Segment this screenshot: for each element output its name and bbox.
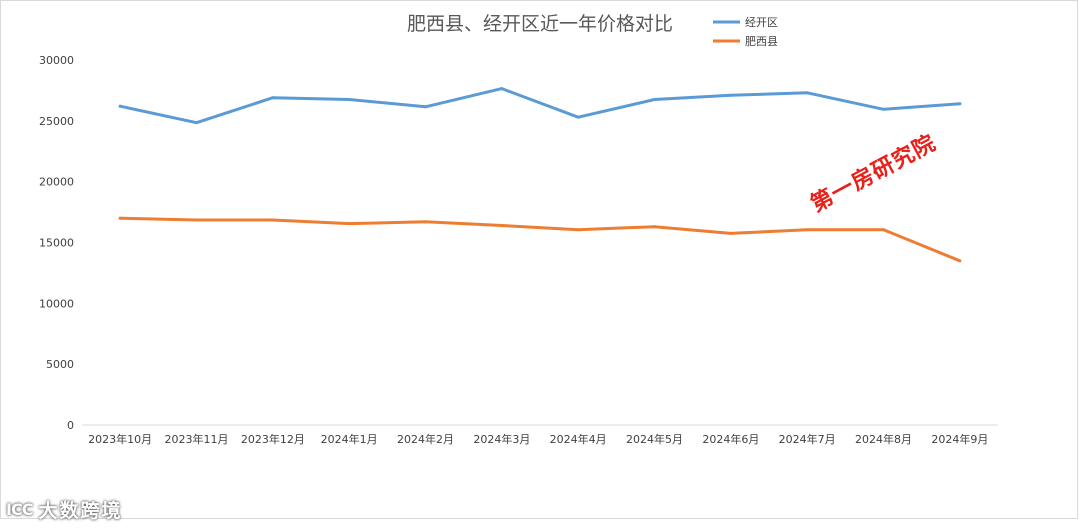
y-tick-label: 30000 <box>39 54 74 67</box>
data-point <box>805 91 809 95</box>
data-point <box>347 222 351 226</box>
data-point <box>576 115 580 119</box>
x-axis: 2023年10月 2023年11月 2023年12月 2024年1月 2024年2月 20… <box>88 432 988 446</box>
x-tick-label: 2024年9月 <box>931 432 988 446</box>
data-point <box>424 220 427 224</box>
x-tick-label: 2023年10月 <box>88 432 152 446</box>
legend-label: 经开区 <box>745 16 778 29</box>
series-line <box>118 216 962 263</box>
x-tick-label: 2023年12月 <box>241 432 305 446</box>
y-tick-label: 10000 <box>39 297 74 310</box>
data-point <box>958 102 962 106</box>
data-point <box>195 218 198 222</box>
brand-logo-icon: ICC <box>6 499 33 519</box>
y-tick-label: 15000 <box>39 237 74 250</box>
data-point <box>347 98 351 102</box>
y-tick-label: 0 <box>67 419 74 432</box>
data-point <box>118 104 122 108</box>
brand-badge: ICC 大数跨境 <box>6 496 122 522</box>
data-point <box>500 87 504 91</box>
data-point <box>424 105 427 109</box>
data-point <box>882 228 885 232</box>
x-tick-label: 2024年8月 <box>855 432 912 446</box>
chart-frame <box>0 0 1078 519</box>
series-lines <box>118 87 962 263</box>
chart-title: 肥西县、经开区近一年价格对比 <box>407 13 673 35</box>
x-tick-label: 2024年2月 <box>397 432 454 446</box>
y-tick-label: 5000 <box>46 358 74 371</box>
data-point <box>500 223 504 227</box>
data-point <box>271 218 275 222</box>
x-tick-label: 2024年7月 <box>779 432 836 446</box>
y-tick-label: 20000 <box>39 176 74 189</box>
x-tick-label: 2024年3月 <box>473 432 530 446</box>
x-tick-label: 2024年6月 <box>702 432 759 446</box>
series-line <box>118 87 962 125</box>
data-point <box>805 228 809 232</box>
x-tick-label: 2024年5月 <box>626 432 683 446</box>
data-point <box>882 107 885 111</box>
data-point <box>576 228 580 232</box>
x-tick-label: 2024年4月 <box>550 432 607 446</box>
data-point <box>271 96 275 100</box>
data-point <box>729 93 733 97</box>
data-point <box>195 121 198 125</box>
data-point <box>653 225 656 229</box>
y-tick-label: 25000 <box>39 115 74 128</box>
data-point <box>653 98 656 102</box>
brand-name: 大数跨境 <box>38 499 123 522</box>
data-point <box>118 216 122 220</box>
x-tick-label: 2023年11月 <box>165 432 229 446</box>
legend-label: 肥西县 <box>745 35 778 48</box>
data-point <box>958 259 962 263</box>
data-point <box>729 231 733 235</box>
y-axis: 0 5000 10000 15000 20000 25000 30000 <box>39 54 74 432</box>
x-tick-label: 2024年1月 <box>321 432 378 446</box>
